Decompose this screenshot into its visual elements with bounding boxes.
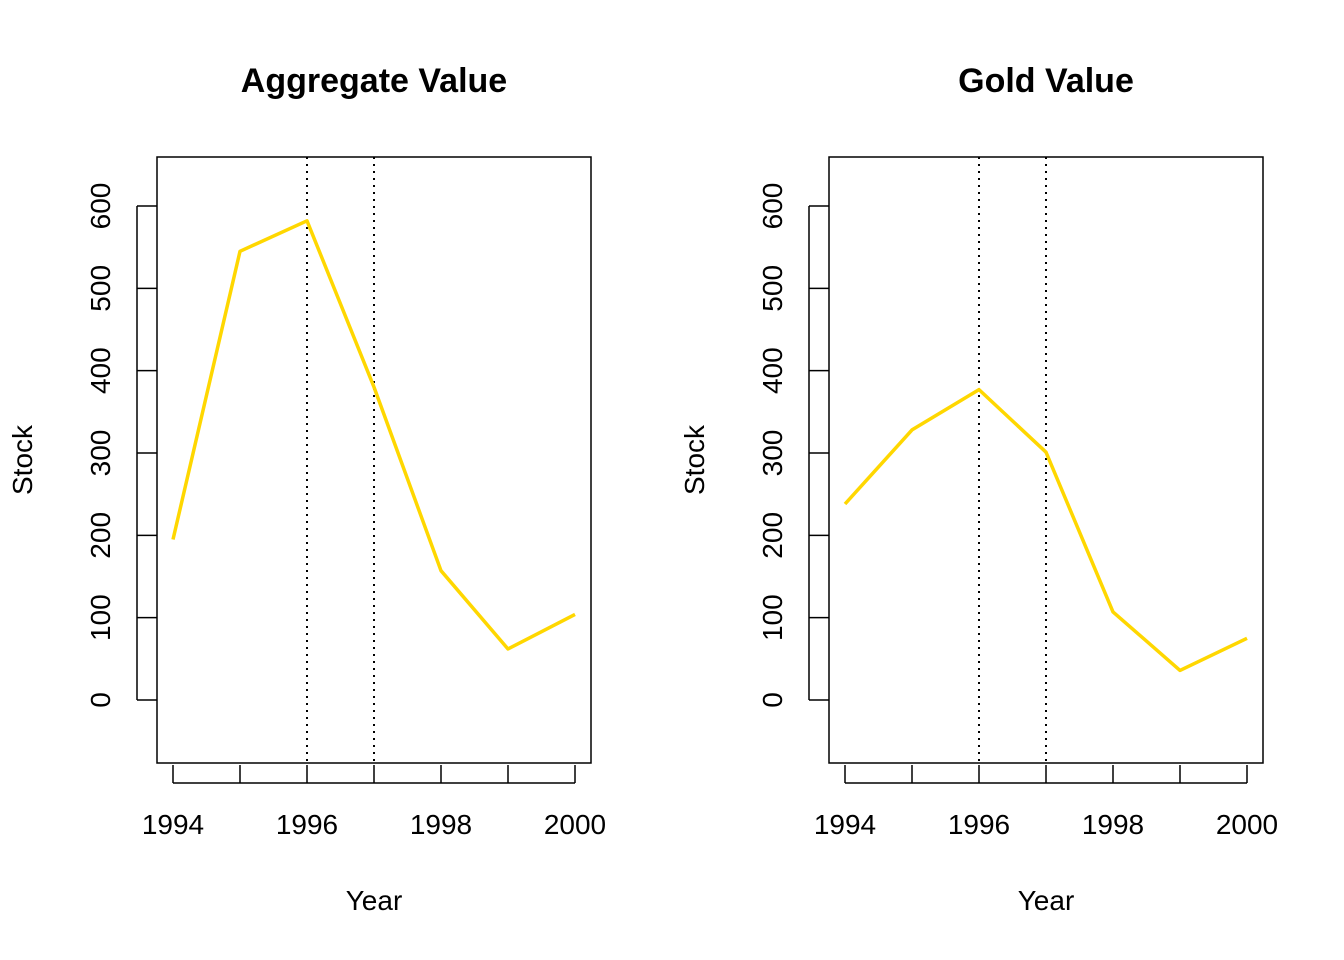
y-tick-label: 400 bbox=[85, 347, 116, 394]
y-tick-label: 0 bbox=[757, 692, 788, 708]
y-tick-label: 600 bbox=[757, 183, 788, 230]
y-tick-label: 500 bbox=[85, 265, 116, 312]
x-tick-label: 1994 bbox=[814, 809, 876, 840]
x-axis-label: Year bbox=[1018, 885, 1075, 916]
y-tick-label: 100 bbox=[757, 594, 788, 641]
y-tick-label: 600 bbox=[85, 183, 116, 230]
x-tick-label: 1998 bbox=[1082, 809, 1144, 840]
y-tick-label: 100 bbox=[85, 594, 116, 641]
x-tick-label: 1994 bbox=[142, 809, 204, 840]
series-line bbox=[171, 219, 576, 651]
y-axis-label: Stock bbox=[679, 424, 710, 495]
y-tick-label: 500 bbox=[757, 265, 788, 312]
y-tick-label: 200 bbox=[757, 512, 788, 559]
series-line bbox=[843, 387, 1248, 673]
y-tick-label: 300 bbox=[757, 430, 788, 477]
y-tick-label: 400 bbox=[757, 347, 788, 394]
x-tick-label: 1996 bbox=[948, 809, 1010, 840]
x-axis-label: Year bbox=[346, 885, 403, 916]
x-tick-label: 2000 bbox=[1216, 809, 1278, 840]
y-tick-label: 300 bbox=[85, 430, 116, 477]
x-tick-label: 1996 bbox=[276, 809, 338, 840]
chart-title: Aggregate Value bbox=[241, 62, 507, 100]
y-tick-label: 200 bbox=[85, 512, 116, 559]
chart-title: Gold Value bbox=[958, 62, 1134, 100]
x-tick-label: 1998 bbox=[410, 809, 472, 840]
x-tick-label: 2000 bbox=[544, 809, 606, 840]
y-tick-label: 0 bbox=[85, 692, 116, 708]
y-axis-label: Stock bbox=[7, 424, 38, 495]
